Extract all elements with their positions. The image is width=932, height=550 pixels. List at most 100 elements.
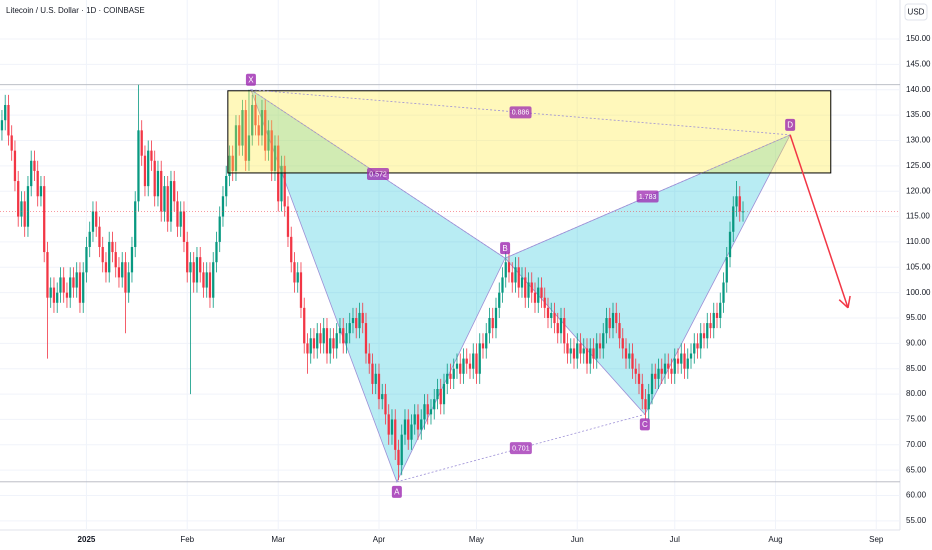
candle-body — [124, 262, 127, 293]
candle-body — [725, 257, 728, 283]
y-tick-label: 125.00 — [906, 161, 931, 170]
candle-body — [546, 307, 550, 318]
candle-body — [153, 160, 156, 197]
candle-body — [212, 262, 215, 298]
candle-body — [325, 328, 329, 354]
candle-body — [4, 104, 7, 121]
candle-body — [208, 272, 212, 298]
candle-body — [169, 181, 173, 222]
candle-body — [624, 348, 628, 359]
candle-body — [173, 181, 176, 202]
grid — [0, 0, 900, 530]
candle-body — [550, 312, 553, 318]
candle-body — [260, 110, 264, 136]
candle-body — [715, 312, 719, 318]
ratio-badge — [509, 106, 532, 119]
candle-body — [732, 206, 735, 232]
candle-body — [537, 287, 540, 303]
candle-body — [296, 272, 299, 283]
candle-body — [569, 348, 572, 354]
candle-body — [299, 272, 303, 308]
candle-body — [117, 267, 121, 278]
candle-body — [69, 277, 72, 298]
candle-body — [572, 348, 576, 359]
candle-body — [702, 333, 706, 339]
candle-body — [722, 282, 725, 303]
candle-body — [504, 262, 507, 278]
candle-body — [654, 373, 657, 379]
y-tick-label: 130.00 — [906, 136, 931, 145]
candle-body — [364, 323, 368, 354]
candle-body — [36, 170, 39, 197]
candle-body — [481, 343, 485, 349]
currency-badge[interactable] — [904, 3, 928, 21]
candles — [0, 84, 745, 481]
candle-body — [13, 150, 17, 182]
candle-body — [556, 323, 559, 334]
y-tick-label: 60.00 — [906, 491, 927, 500]
candle-body — [686, 358, 689, 369]
candle-body — [433, 399, 436, 410]
candle-body — [88, 231, 91, 247]
currency-label: USD — [908, 8, 925, 17]
candle-body — [381, 394, 384, 400]
candle-body — [676, 358, 680, 364]
candle-body — [348, 323, 351, 334]
candle-body — [416, 414, 420, 430]
candle-body — [530, 282, 533, 293]
point-badge — [639, 418, 650, 431]
candle-body — [410, 424, 413, 440]
candle-body — [101, 246, 104, 263]
chart-title: Litecoin / U.S. Dollar · 1D · COINBASE — [6, 6, 145, 15]
x-tick-label: Jun — [571, 535, 584, 544]
candle-body — [358, 312, 361, 329]
candle-body — [368, 353, 371, 364]
y-tick-label: 105.00 — [906, 262, 931, 271]
candle-body — [673, 358, 676, 374]
candle-body — [127, 272, 130, 293]
candle-body — [423, 404, 426, 420]
candle-body — [514, 267, 517, 283]
candle-body — [134, 201, 137, 247]
candle-body — [641, 383, 644, 400]
candle-body — [462, 358, 465, 374]
x-tick-label: May — [469, 535, 484, 544]
ratio-label: 0.886 — [512, 110, 530, 117]
candle-body — [475, 353, 478, 374]
x-tick-label: Mar — [271, 535, 285, 544]
candle-body — [65, 292, 69, 298]
x-tick-label: Feb — [180, 535, 194, 544]
candle-body — [407, 419, 410, 440]
x-tick-label: Apr — [373, 535, 386, 544]
candle-body — [611, 312, 615, 329]
candle-body — [563, 318, 566, 344]
point-label: D — [787, 121, 793, 130]
point-label: A — [394, 487, 400, 496]
ratio-badge — [367, 167, 390, 180]
candle-body — [345, 333, 348, 344]
candle-body — [156, 170, 160, 197]
candle-body — [429, 409, 433, 415]
candle-body — [582, 348, 585, 354]
candle-body — [108, 241, 111, 273]
candle-body — [59, 277, 62, 293]
candle-body — [85, 246, 88, 273]
candle-body — [533, 292, 537, 303]
candle-body — [426, 404, 429, 415]
y-tick-label: 120.00 — [906, 186, 931, 195]
y-tick-label: 70.00 — [906, 440, 927, 449]
candle-body — [319, 333, 322, 344]
candle-body — [403, 419, 407, 435]
candle-body — [75, 272, 78, 288]
candle-body — [706, 323, 709, 339]
candle-body — [696, 343, 699, 349]
candle-body — [507, 262, 511, 273]
candle-body — [465, 358, 468, 364]
candle-body — [286, 206, 290, 237]
candle-body — [459, 363, 462, 374]
candle-body — [413, 414, 416, 425]
candle-body — [189, 262, 192, 273]
candle-body — [130, 246, 134, 273]
